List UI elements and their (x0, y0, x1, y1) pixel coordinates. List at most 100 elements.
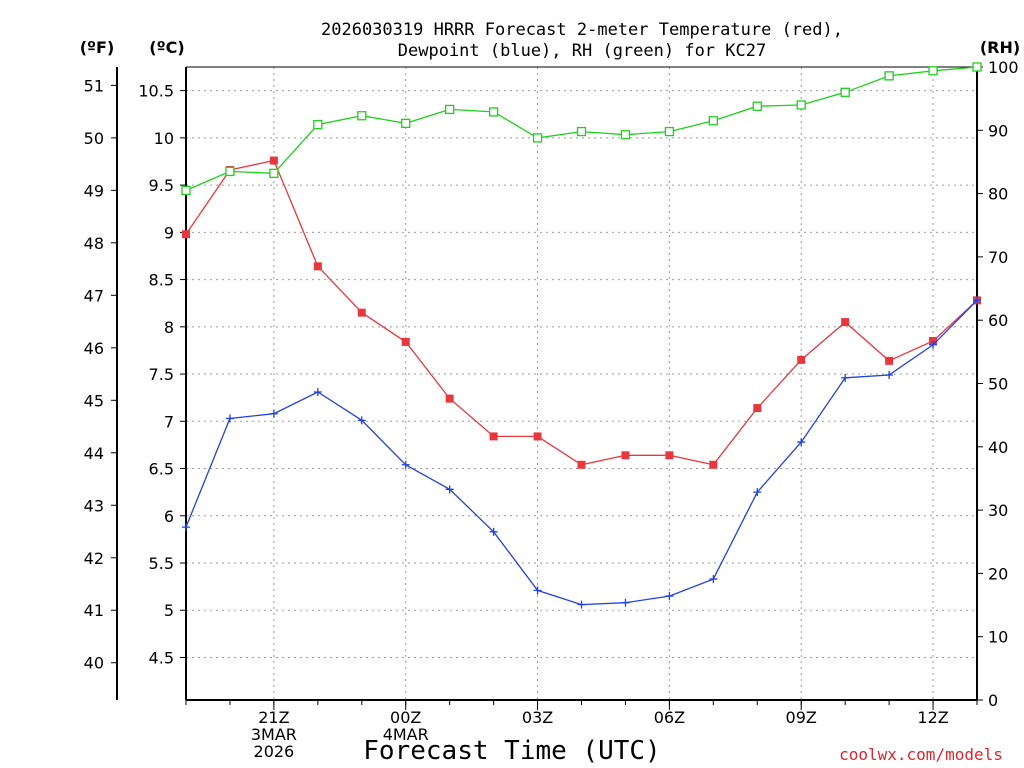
temperature-point (533, 432, 542, 441)
fahrenheit-tick-label: 44 (84, 444, 104, 463)
time-tick-label: 12Z (917, 708, 948, 727)
temperature-point (709, 460, 718, 469)
fahrenheit-tick-label: 47 (84, 286, 104, 305)
rh-point (664, 126, 675, 137)
dewpoint-point (929, 340, 938, 349)
fahrenheit-tick-label: 48 (84, 234, 104, 253)
rh-tick-label: 50 (988, 375, 1008, 394)
celsius-tick-label: 6.5 (149, 460, 174, 479)
tick-labels: 4.5 5 5.5 6 6.5 7 7.5 8 8.5 9 9.5 10 10.5 40 41 42 43 44 4… (84, 58, 1019, 761)
dewpoint-point (621, 598, 630, 607)
temperature-point (489, 432, 498, 441)
dewpoint-point (225, 414, 234, 423)
dewpoint-point (489, 527, 498, 536)
dewpoint-point (841, 373, 850, 382)
rh-point (620, 130, 631, 140)
rh-axis-label: (RH) (980, 38, 1020, 57)
chart-title-line-2: Dewpoint (blue), RH (green) for KC27 (398, 41, 766, 61)
dewpoint-point (182, 523, 190, 532)
credit-text: coolwx.com/models (839, 745, 1003, 764)
series-plus (182, 296, 981, 609)
rh-point (796, 100, 806, 110)
celsius-tick-label: 10 (154, 129, 174, 148)
dewpoint-point (665, 592, 674, 601)
rh-point (972, 62, 982, 72)
rh-tick-label: 80 (988, 185, 1008, 204)
celsius-tick-label: 8.5 (149, 271, 174, 290)
temperature-point (797, 355, 806, 364)
time-tick-label: 3MAR (251, 725, 297, 744)
rh-tick-label: 0 (988, 691, 998, 710)
temperature-point (885, 356, 894, 365)
dewpoint-point (797, 438, 806, 447)
dewpoint-point (269, 409, 278, 418)
dewpoint-point (533, 586, 542, 595)
time-tick-label: 06Z (654, 708, 685, 727)
temperature-point (665, 451, 674, 460)
time-tick-label: 03Z (522, 708, 553, 727)
rh-tick-label: 100 (988, 58, 1019, 77)
celsius-tick-label: 8 (164, 318, 174, 337)
dewpoint-point (401, 460, 410, 469)
fahrenheit-tick-label: 45 (84, 391, 104, 410)
rh-point (884, 71, 894, 81)
rh-tick-label: 30 (988, 501, 1008, 520)
temperature-point (269, 156, 278, 165)
time-tick-label: 21Z (258, 708, 289, 727)
rh-tick-label: 60 (988, 311, 1008, 330)
rh-point (488, 107, 499, 117)
series-line (185, 299, 978, 606)
dewpoint-point (313, 388, 322, 397)
temperature-point (357, 308, 366, 317)
celsius-axis-label: (ºC) (149, 38, 184, 57)
time-tick-label: 09Z (786, 708, 817, 727)
rh-point (840, 87, 850, 97)
rh-point (708, 116, 718, 126)
dewpoint-point (885, 370, 894, 379)
fahrenheit-tick-label: 50 (84, 129, 104, 148)
fahrenheit-tick-label: 46 (84, 339, 104, 358)
dewpoint-point (973, 296, 981, 305)
rh-point (313, 119, 323, 130)
rh-tick-label: 20 (988, 564, 1008, 583)
rh-point (181, 185, 191, 196)
temperature-point (313, 262, 322, 271)
dewpoint-point (709, 575, 718, 584)
dewpoint-point (357, 416, 366, 425)
dewpoint-point (577, 600, 586, 609)
temperature-point (445, 394, 454, 403)
rh-point (576, 126, 587, 137)
rh-point (928, 66, 938, 76)
time-tick-label: 00Z (390, 708, 421, 727)
time-tick-label: 4MAR (383, 725, 429, 744)
rh-point (532, 133, 543, 143)
celsius-tick-label: 6 (164, 507, 174, 526)
temperature-point (841, 318, 850, 327)
fahrenheit-tick-label: 40 (84, 654, 104, 673)
rh-point (357, 111, 367, 121)
dewpoint-point (753, 488, 762, 497)
celsius-tick-label: 5 (164, 601, 174, 620)
axis-frame (111, 66, 983, 710)
time-tick-label: 2026 (254, 742, 295, 761)
series-line (185, 159, 978, 466)
chart-title-line-1: 2026030319 HRRR Forecast 2-meter Tempera… (321, 20, 843, 40)
rh-tick-label: 70 (988, 248, 1008, 267)
celsius-tick-label: 7.5 (149, 365, 174, 384)
celsius-tick-label: 5.5 (149, 554, 174, 573)
data-series (181, 62, 982, 609)
rh-point (445, 104, 455, 115)
celsius-tick-label: 9 (164, 223, 174, 242)
series-open-square (181, 62, 982, 196)
celsius-tick-label: 10.5 (138, 82, 174, 101)
fahrenheit-tick-label: 49 (84, 181, 104, 200)
dewpoint-point (445, 485, 454, 494)
rh-tick-label: 40 (988, 438, 1008, 457)
series-square (182, 156, 981, 469)
rh-point (752, 101, 762, 111)
fahrenheit-tick-label: 51 (84, 76, 104, 95)
temperature-point (753, 404, 762, 413)
fahrenheit-tick-label: 42 (84, 549, 104, 568)
celsius-tick-label: 4.5 (149, 648, 174, 667)
